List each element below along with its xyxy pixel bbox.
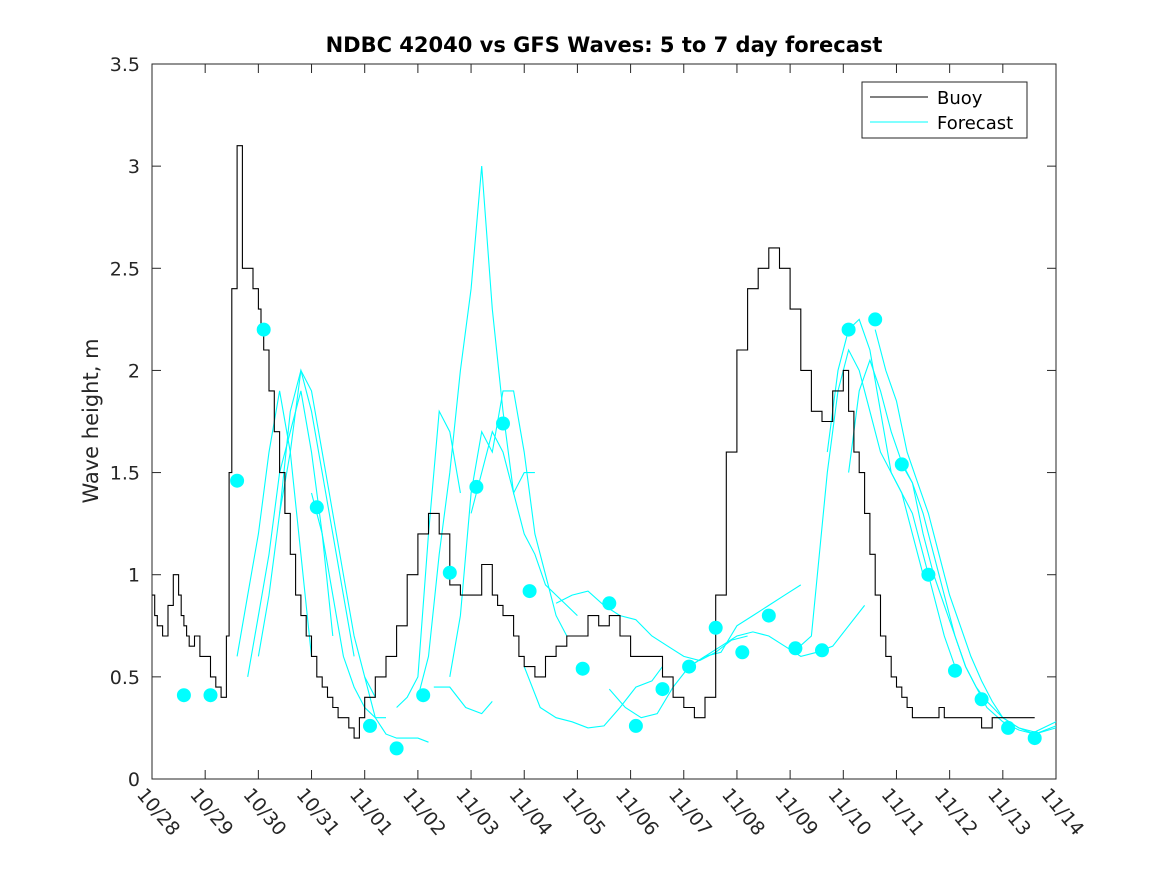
- buoy-series-line: [152, 145, 1035, 739]
- forecast-series-line: [688, 605, 866, 668]
- forecast-marker: [230, 473, 245, 488]
- forecast-marker: [602, 596, 617, 611]
- forecast-series-line: [795, 348, 924, 651]
- forecast-marker: [1027, 731, 1042, 746]
- forecast-marker: [788, 641, 803, 656]
- forecast-marker: [256, 322, 271, 337]
- forecast-marker: [868, 312, 883, 327]
- y-tick-label: 3.5: [110, 54, 140, 76]
- forecast-series-line: [470, 430, 578, 616]
- axes-box: [151, 63, 1057, 780]
- forecast-marker: [974, 692, 989, 707]
- forecast-series-line: [364, 676, 429, 743]
- forecast-marker: [761, 608, 776, 623]
- forecast-markers: [176, 312, 1042, 756]
- forecast-series-line: [257, 368, 355, 657]
- chart-title: NDBC 42040 vs GFS Waves: 5 to 7 day fore…: [326, 33, 883, 57]
- y-tick-label: 2.5: [110, 258, 140, 280]
- forecast-marker: [628, 718, 643, 733]
- forecast-marker: [948, 663, 962, 678]
- forecast-marker: [655, 682, 670, 697]
- legend: Buoy Forecast: [861, 81, 1028, 139]
- forecast-marker: [735, 645, 750, 660]
- forecast-series-line: [523, 666, 663, 729]
- forecast-marker: [841, 322, 856, 337]
- forecast-series-line: [310, 492, 386, 719]
- legend-forecast-label: Forecast: [937, 113, 1013, 134]
- forecast-marker: [363, 718, 377, 733]
- y-tick-label: 3: [128, 156, 140, 178]
- forecast-marker: [522, 584, 537, 599]
- legend-buoy-label: Buoy: [937, 88, 983, 109]
- forecast-series-line: [433, 686, 493, 715]
- y-tick-label: 1.5: [110, 463, 140, 485]
- forecast-marker: [416, 688, 431, 703]
- forecast-marker: [921, 567, 936, 582]
- forecast-marker: [309, 500, 324, 515]
- forecast-series-line: [449, 390, 568, 677]
- y-tick-label: 2: [128, 360, 140, 382]
- forecast-series-line: [279, 368, 376, 698]
- legend-box: [861, 81, 1028, 139]
- forecast-series-line: [901, 464, 1057, 733]
- forecast-marker: [708, 620, 723, 635]
- forecast-series-line: [417, 166, 535, 698]
- y-axis-ticks: 0 0.5 1 1.5 2 2.5 3 3.5: [110, 54, 1056, 791]
- y-tick-label: 0.5: [110, 667, 140, 689]
- forecast-marker: [575, 661, 590, 676]
- y-tick-label: 0: [128, 769, 140, 791]
- y-axis-label: Wave height, m: [79, 338, 103, 503]
- forecast-marker: [496, 416, 510, 431]
- forecast-marker: [815, 643, 829, 658]
- plot-area: [151, 63, 1057, 780]
- forecast-marker: [682, 659, 697, 674]
- y-tick-label: 1: [128, 565, 140, 587]
- forecast-marker: [176, 688, 191, 703]
- forecast-marker: [469, 479, 484, 494]
- forecast-marker: [442, 565, 457, 580]
- forecast-marker: [1001, 720, 1016, 735]
- forecast-marker: [389, 741, 404, 756]
- forecast-marker: [894, 457, 909, 472]
- buoy-line-group: [152, 145, 1035, 739]
- forecast-marker: [203, 688, 218, 703]
